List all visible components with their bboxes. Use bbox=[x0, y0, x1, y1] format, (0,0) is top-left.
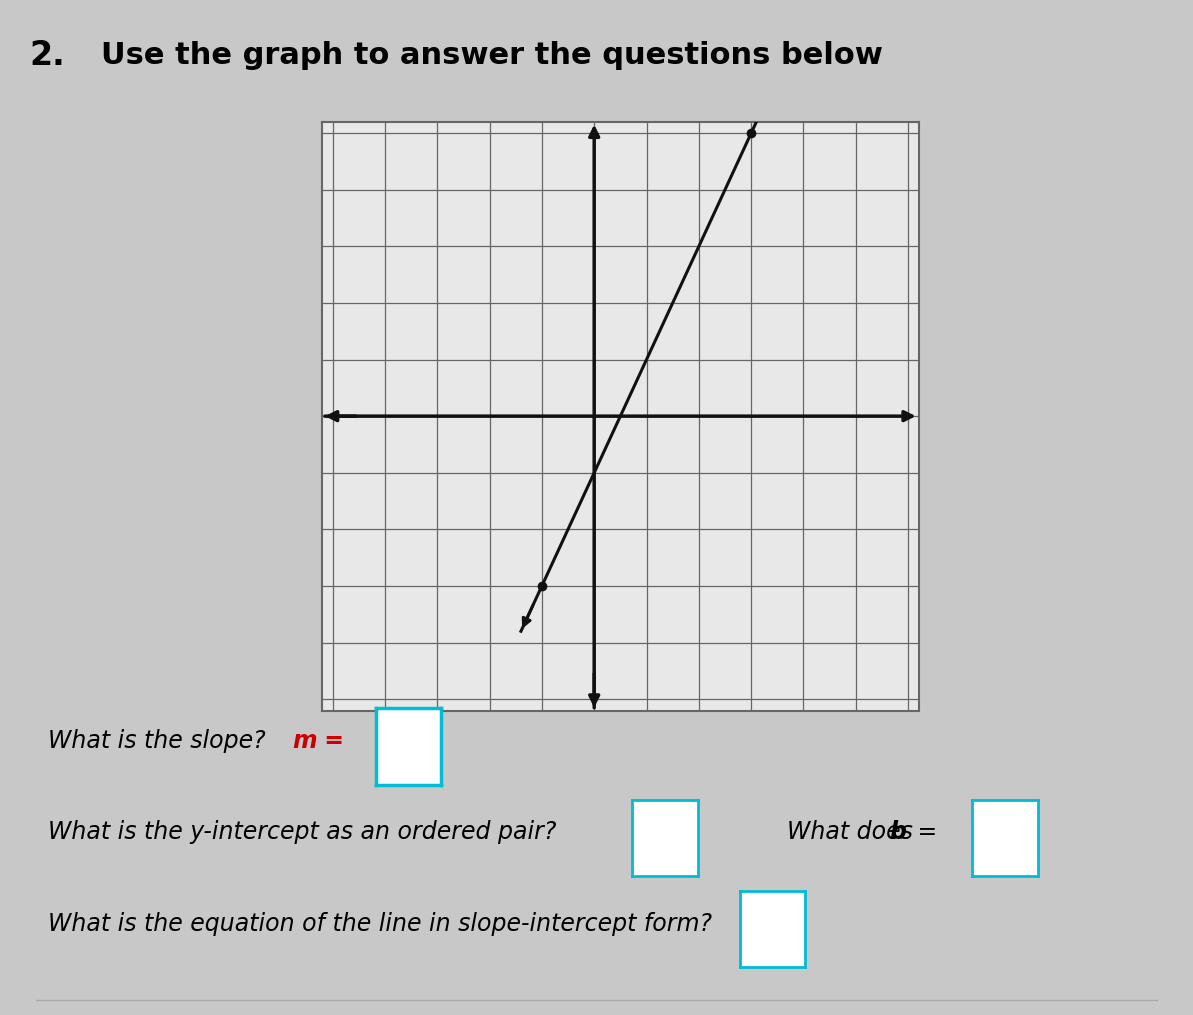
Text: What is the y-intercept as an ordered pair?: What is the y-intercept as an ordered pa… bbox=[48, 820, 556, 844]
Text: 2.: 2. bbox=[30, 40, 66, 72]
Text: m: m bbox=[292, 729, 317, 753]
Text: =: = bbox=[316, 729, 344, 753]
Text: What is the slope?: What is the slope? bbox=[48, 729, 273, 753]
Text: b: b bbox=[889, 820, 905, 844]
Text: What is the equation of the line in slope-intercept form?: What is the equation of the line in slop… bbox=[48, 911, 712, 936]
Text: =: = bbox=[910, 820, 938, 844]
Text: Use the graph to answer the questions below: Use the graph to answer the questions be… bbox=[101, 42, 883, 70]
Text: What does: What does bbox=[787, 820, 921, 844]
